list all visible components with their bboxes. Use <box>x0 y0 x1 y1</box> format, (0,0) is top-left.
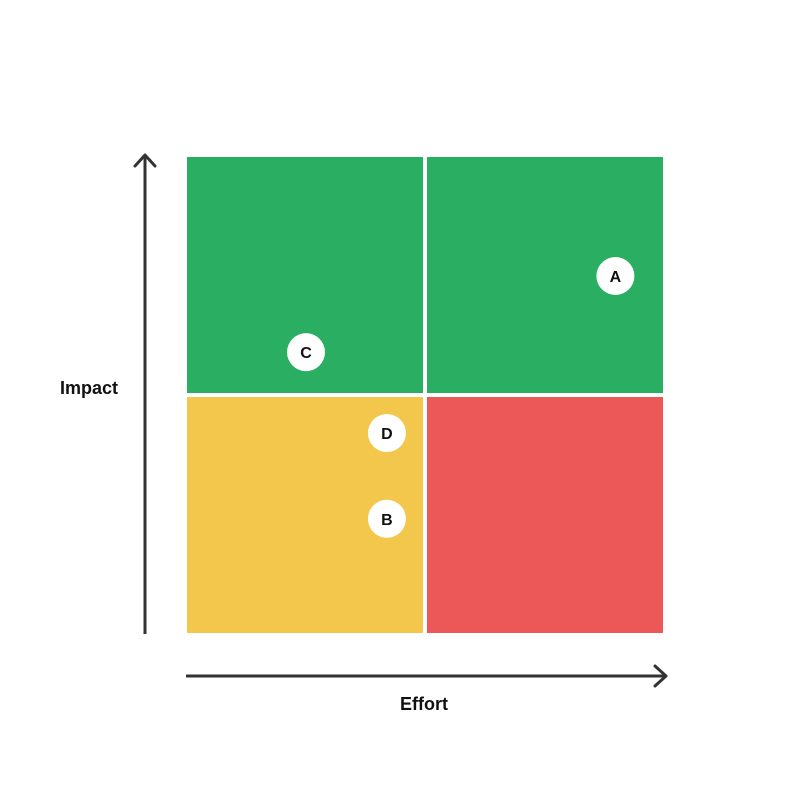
quadrant-bottom-right <box>427 397 663 633</box>
marker-circle <box>367 414 406 453</box>
y-axis-arrow-icon <box>133 153 157 168</box>
marker-circle <box>287 333 325 372</box>
marker-label: A <box>610 269 622 286</box>
marker-d: D <box>367 414 406 453</box>
marker-circle <box>596 257 635 295</box>
marker-a: A <box>596 257 635 295</box>
x-axis-label: Effort <box>400 694 448 714</box>
marker-b: B <box>367 499 406 538</box>
x-axis-arrow-icon <box>653 664 668 688</box>
marker-label: B <box>381 512 393 529</box>
marker-c: C <box>287 333 325 372</box>
marker-label: C <box>300 345 312 362</box>
marker-label: D <box>381 426 393 443</box>
y-axis-label: Impact <box>60 378 119 398</box>
marker-circle <box>367 499 406 538</box>
